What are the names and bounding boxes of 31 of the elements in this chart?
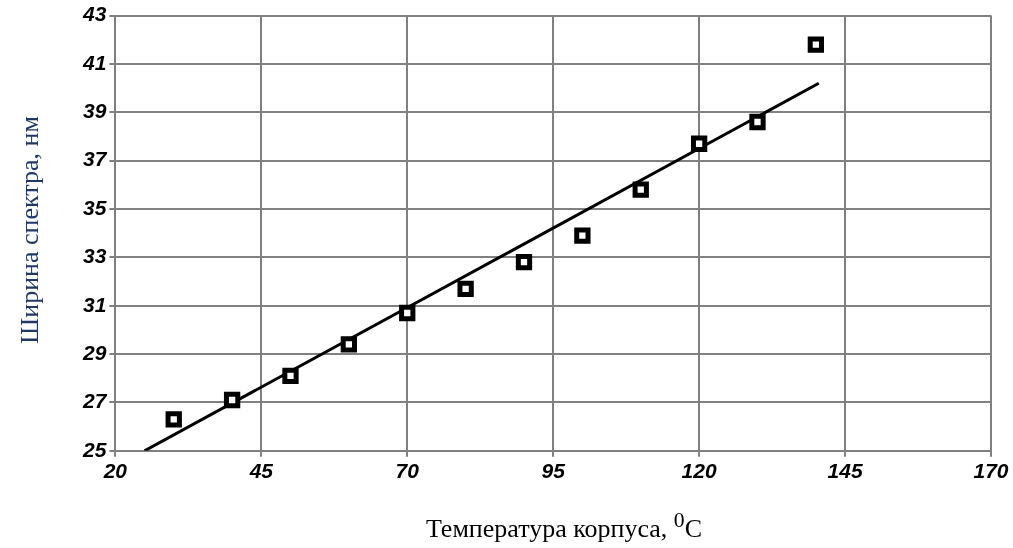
y-tick-label: 35 <box>83 195 107 219</box>
y-tick-label: 29 <box>82 340 107 364</box>
y-tick-label: 25 <box>82 437 107 461</box>
x-tick-label: 95 <box>541 459 566 483</box>
point <box>457 280 474 297</box>
x-tick-label: 20 <box>102 459 128 483</box>
x-tick-label: 145 <box>827 459 863 483</box>
point <box>632 181 649 198</box>
point <box>223 391 241 409</box>
point <box>690 135 708 152</box>
y-tick-label: 39 <box>83 99 107 123</box>
x-tick-label: 170 <box>973 459 1009 483</box>
x-tick-label: 70 <box>395 459 420 483</box>
point <box>515 254 533 271</box>
y-tick-label: 27 <box>82 389 108 413</box>
y-tick-label: 43 <box>82 2 107 26</box>
y-tick-label: 33 <box>83 244 107 268</box>
point <box>399 304 416 322</box>
point <box>340 336 358 353</box>
x-tick-label: 45 <box>248 459 274 483</box>
x-axis-title: Температура корпуса, $^{0}$C <box>424 508 704 544</box>
point <box>749 113 766 131</box>
y-tick-label: 31 <box>83 292 107 316</box>
point <box>574 227 591 244</box>
point <box>165 411 182 428</box>
point <box>807 36 825 53</box>
x-tick-label: 120 <box>681 459 717 483</box>
y-tick-label: 37 <box>83 147 108 171</box>
point <box>282 367 299 385</box>
y-tick-label: 41 <box>82 50 107 74</box>
y-axis-title: Ширина спектра, нм <box>15 115 45 346</box>
